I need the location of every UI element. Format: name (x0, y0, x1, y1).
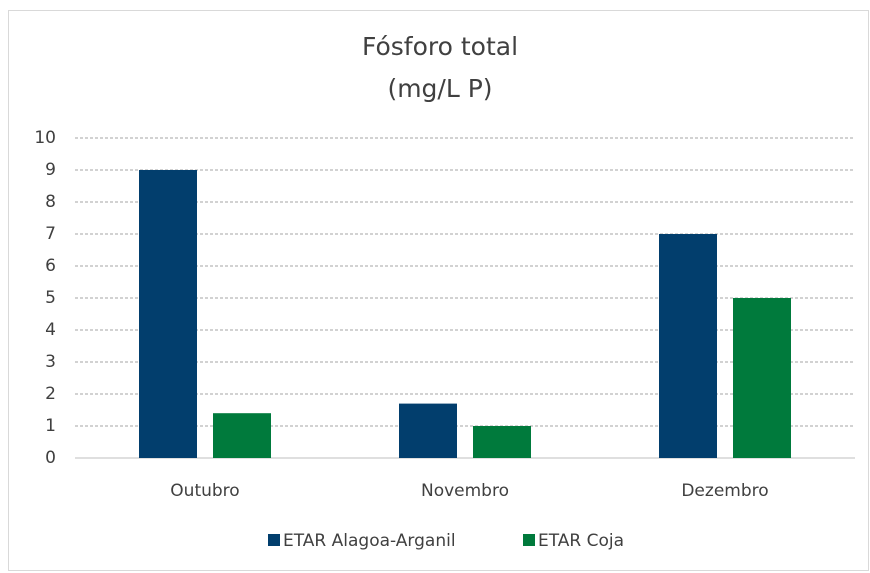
y-tick-label: 9 (45, 160, 56, 180)
bar (213, 413, 271, 458)
legend-swatch (523, 534, 535, 546)
bar (733, 298, 791, 458)
y-tick-label: 5 (45, 288, 56, 308)
x-tick-label: Dezembro (681, 481, 768, 501)
y-tick-label: 4 (45, 320, 56, 340)
legend-swatch (268, 534, 280, 546)
y-tick-label: 3 (45, 352, 56, 372)
x-tick-label: Outubro (170, 481, 239, 501)
x-tick-label: Novembro (421, 481, 509, 501)
bar (399, 403, 457, 458)
chart-subtitle: (mg/L P) (387, 74, 492, 103)
y-tick-label: 1 (45, 416, 56, 436)
bar (473, 426, 531, 458)
bar (659, 234, 717, 458)
legend-label: ETAR Alagoa-Arganil (283, 531, 456, 551)
y-tick-label: 7 (45, 224, 56, 244)
y-tick-label: 2 (45, 384, 56, 404)
y-tick-label: 0 (45, 448, 56, 468)
y-tick-label: 10 (34, 128, 56, 148)
y-tick-label: 6 (45, 256, 56, 276)
y-tick-label: 8 (45, 192, 56, 212)
chart-title: Fósforo total (362, 32, 518, 61)
bar (139, 170, 197, 458)
legend-label: ETAR Coja (538, 531, 624, 551)
